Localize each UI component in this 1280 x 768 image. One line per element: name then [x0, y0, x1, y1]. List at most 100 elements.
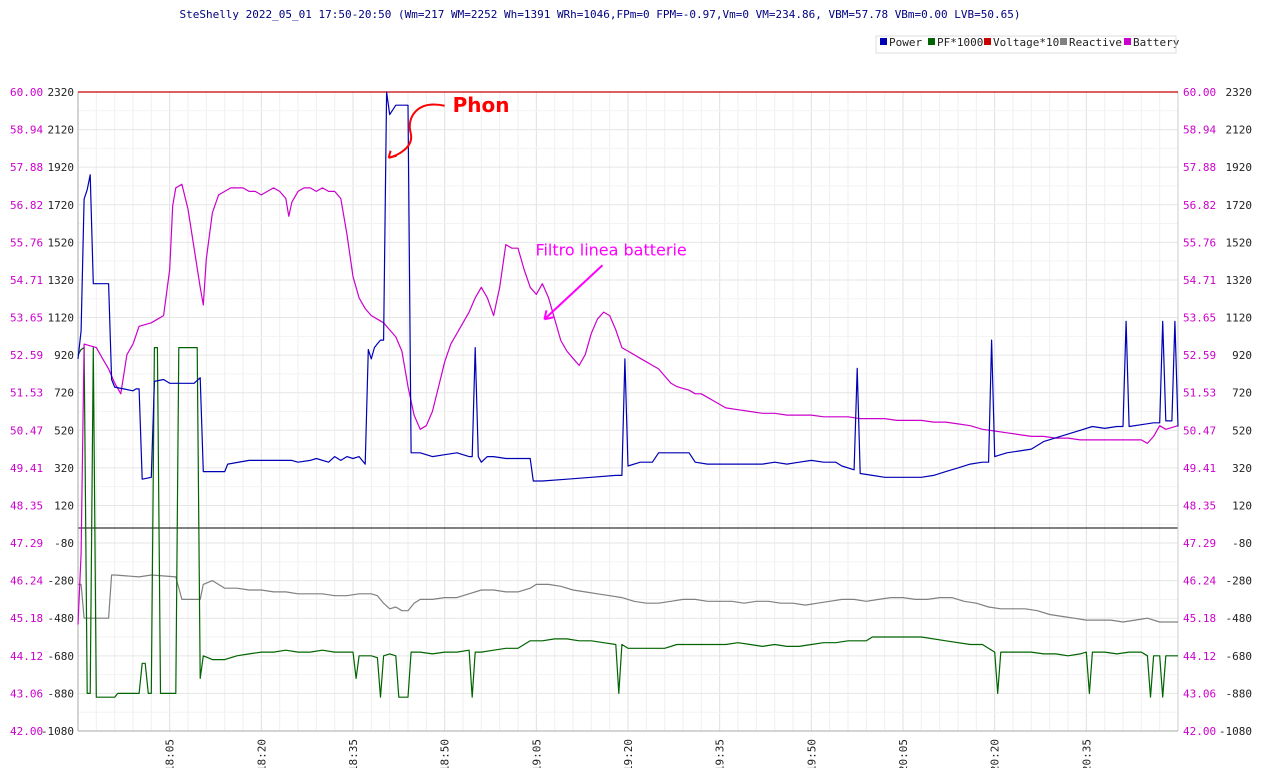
- y-right-power-tick: 1520: [1226, 236, 1253, 249]
- y-left-power-tick: -280: [48, 575, 75, 588]
- x-tick: 19:35: [714, 739, 727, 768]
- y-left-battery-tick: 49.41: [10, 462, 43, 475]
- y-right-power-tick: 720: [1232, 387, 1252, 400]
- series-line-battery: [77, 183, 1179, 625]
- y-right-power-tick: 120: [1232, 499, 1252, 512]
- y-right-power-tick: -1080: [1219, 725, 1252, 738]
- x-tick: 18:35: [347, 739, 360, 768]
- y-left-battery-tick: 52.59: [10, 349, 43, 362]
- phon-arrow: [388, 103, 445, 159]
- annotation-filtro: Filtro linea batterie: [535, 240, 686, 259]
- legend-label: Reactive: [1069, 36, 1122, 49]
- y-right-power-tick: 1320: [1226, 274, 1253, 287]
- y-left-battery-tick: 45.18: [10, 612, 43, 625]
- legend-label: Power: [889, 36, 922, 49]
- x-tick: 19:20: [622, 739, 635, 768]
- y-right-battery-tick: 58.94: [1183, 124, 1216, 137]
- y-left-battery-tick: 60.00: [10, 86, 43, 99]
- y-right-power-tick: 2320: [1226, 86, 1253, 99]
- y-right-power-tick: 520: [1232, 424, 1252, 437]
- legend-label: Battery: [1133, 36, 1180, 49]
- x-tick: 19:50: [805, 739, 818, 768]
- y-left-battery-tick: 42.00: [10, 725, 43, 738]
- x-tick: 18:05: [164, 739, 177, 768]
- annotations: Phon Filtro linea batterie: [387, 93, 687, 321]
- y-left-power-tick: 520: [54, 424, 74, 437]
- y-left-power-tick: 1320: [48, 274, 75, 287]
- y-left-power-tick: 320: [54, 462, 74, 475]
- y-left-power-tick: -880: [48, 687, 75, 700]
- chart-title: SteShelly 2022_05_01 17:50-20:50 (Wm=217…: [179, 8, 1020, 21]
- legend-swatch: [984, 38, 991, 45]
- y-left-power-tick: 1720: [48, 199, 75, 212]
- legend-label: Voltage*10: [993, 36, 1059, 49]
- annotation-phon: Phon: [453, 93, 510, 117]
- legend-swatch: [928, 38, 935, 45]
- y-right-power-tick: -480: [1226, 612, 1253, 625]
- y-right-battery-tick: 47.29: [1183, 537, 1216, 550]
- y-right-battery-tick: 49.41: [1183, 462, 1216, 475]
- x-tick: 18:20: [255, 739, 268, 768]
- y-right-battery-tick: 50.47: [1183, 424, 1216, 437]
- y-left-power-tick: 2120: [48, 124, 75, 137]
- y-right-battery-tick: 52.59: [1183, 349, 1216, 362]
- y-left-battery-tick: 47.29: [10, 537, 43, 550]
- y-right-battery-tick: 45.18: [1183, 612, 1216, 625]
- grid: [77, 91, 1179, 732]
- y-left-power-tick: 1920: [48, 161, 75, 174]
- y-left-power-tick: 1520: [48, 236, 75, 249]
- series-line-power: [77, 91, 1179, 482]
- y-right-power-tick: 1920: [1226, 161, 1253, 174]
- y-right-battery-tick: 44.12: [1183, 650, 1216, 663]
- y-right-power-tick: -680: [1226, 650, 1253, 663]
- y-right-battery-tick: 57.88: [1183, 161, 1216, 174]
- legend-swatch: [1060, 38, 1067, 45]
- y-right-power-tick: 1720: [1226, 199, 1253, 212]
- x-tick: 18:50: [439, 739, 452, 768]
- filter-arrow: [543, 264, 604, 321]
- series-line-reactive: [78, 574, 1178, 623]
- y-left-power-tick: 720: [54, 387, 74, 400]
- y-right-power-tick: -280: [1226, 575, 1253, 588]
- y-right-power-tick: 2120: [1226, 124, 1253, 137]
- y-right-power-tick: -80: [1232, 537, 1252, 550]
- y-left-battery-tick: 46.24: [10, 575, 43, 588]
- series-line-pf-1000: [77, 347, 1178, 698]
- y-left-power-tick: -1080: [41, 725, 74, 738]
- y-right-battery-tick: 46.24: [1183, 575, 1216, 588]
- y-right-battery-tick: 56.82: [1183, 199, 1216, 212]
- y-left-battery-tick: 43.06: [10, 687, 43, 700]
- y-left-battery-tick: 51.53: [10, 387, 43, 400]
- y-right-battery-tick: 55.76: [1183, 236, 1216, 249]
- y-left-battery-tick: 44.12: [10, 650, 43, 663]
- x-tick: 20:05: [897, 739, 910, 768]
- x-tick: 19:05: [530, 739, 543, 768]
- y-left-power-tick: 120: [54, 499, 74, 512]
- y-left-power-tick: 1120: [48, 312, 75, 325]
- y-right-battery-tick: 48.35: [1183, 499, 1216, 512]
- y-left-battery-tick: 50.47: [10, 424, 43, 437]
- y-left-power-tick: 2320: [48, 86, 75, 99]
- y-right-power-tick: 1120: [1226, 312, 1253, 325]
- y-left-battery-tick: 56.82: [10, 199, 43, 212]
- y-left-power-tick: -480: [48, 612, 75, 625]
- y-left-battery-tick: 58.94: [10, 124, 43, 137]
- filter-arrowhead: [543, 310, 554, 321]
- y-left-battery-tick: 55.76: [10, 236, 43, 249]
- legend-label: PF*1000: [937, 36, 983, 49]
- legend: Power PF*1000 Voltage*10 Reactive Battery: [875, 35, 1180, 54]
- legend-box: [875, 35, 1177, 54]
- y-left-battery-tick: 48.35: [10, 499, 43, 512]
- y-left-power-tick: 920: [54, 349, 74, 362]
- legend-swatch: [1124, 38, 1131, 45]
- y-right-battery-tick: 60.00: [1183, 86, 1216, 99]
- y-right-battery-tick: 53.65: [1183, 312, 1216, 325]
- y-left-power-tick: -680: [48, 650, 75, 663]
- phon-arrowhead: [387, 150, 397, 159]
- series-layer: [77, 91, 1179, 698]
- y-left-battery-tick: 53.65: [10, 312, 43, 325]
- y-right-battery-tick: 43.06: [1183, 687, 1216, 700]
- axes: 60.00 2320 60.00 2320 58.94 2120 58.94 2120 57.8…: [10, 86, 1252, 768]
- y-right-battery-tick: 42.00: [1183, 725, 1216, 738]
